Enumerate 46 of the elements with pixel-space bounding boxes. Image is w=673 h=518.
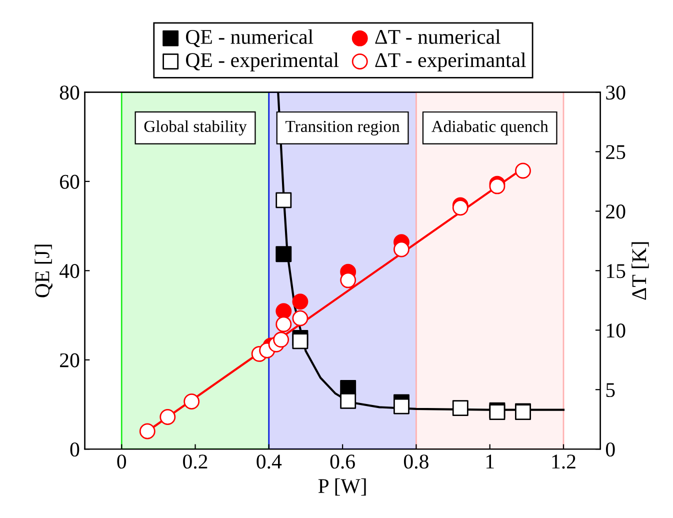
legend-label: ΔT - numerical [375,29,500,44]
point [292,310,308,326]
x-tick-label: 0.4 [256,454,282,469]
point [160,409,176,425]
legend-label: ΔT - experimantal [375,52,526,72]
x-tick-label: 1 [486,454,494,468]
point [276,246,292,262]
y2-tick-label: 25 [606,145,626,160]
point [184,394,200,410]
band-label: Global stability [144,120,247,136]
point [340,272,356,288]
point [292,294,308,310]
x-tick-label: 1.2 [552,454,576,469]
y-tick-label: 80 [60,86,80,100]
x-tick-label: 0.6 [330,454,355,469]
point [393,398,410,414]
point [276,303,292,320]
point [452,400,468,416]
y-tick-label: 20 [60,353,80,368]
y2-tick-label: 20 [606,204,626,219]
x-axis-title: P [W] [318,478,366,496]
y2-tick-label: 5 [606,383,615,398]
y-tick-label: 40 [60,264,80,278]
point [139,423,156,440]
point [340,392,356,409]
legend-label: QE - experimental [186,52,339,72]
point [276,192,292,208]
x-tick-label: 0.2 [183,454,208,469]
y2-tick-label: 30 [606,86,626,100]
band-label: Adiabatic quench [431,120,548,136]
legend-label: QE - numerical [186,29,314,48]
point [276,316,292,332]
point [292,333,308,350]
y-tick-label: 0 [70,442,80,457]
y-axis-title: QE [J] [34,244,52,298]
x-tick-label: 0.8 [404,454,428,469]
y2-tick-label: 0 [606,442,615,457]
point [273,332,290,348]
y2-axis-title: ΔT [K] [632,242,649,300]
band-label: Transition region [286,120,400,136]
x-tick-label: 0 [117,454,126,469]
point [393,241,410,258]
y2-tick-label: 10 [607,324,626,338]
point [515,162,531,179]
y2-tick-label: 15 [607,264,626,278]
y-tick-label: 60 [60,174,80,189]
